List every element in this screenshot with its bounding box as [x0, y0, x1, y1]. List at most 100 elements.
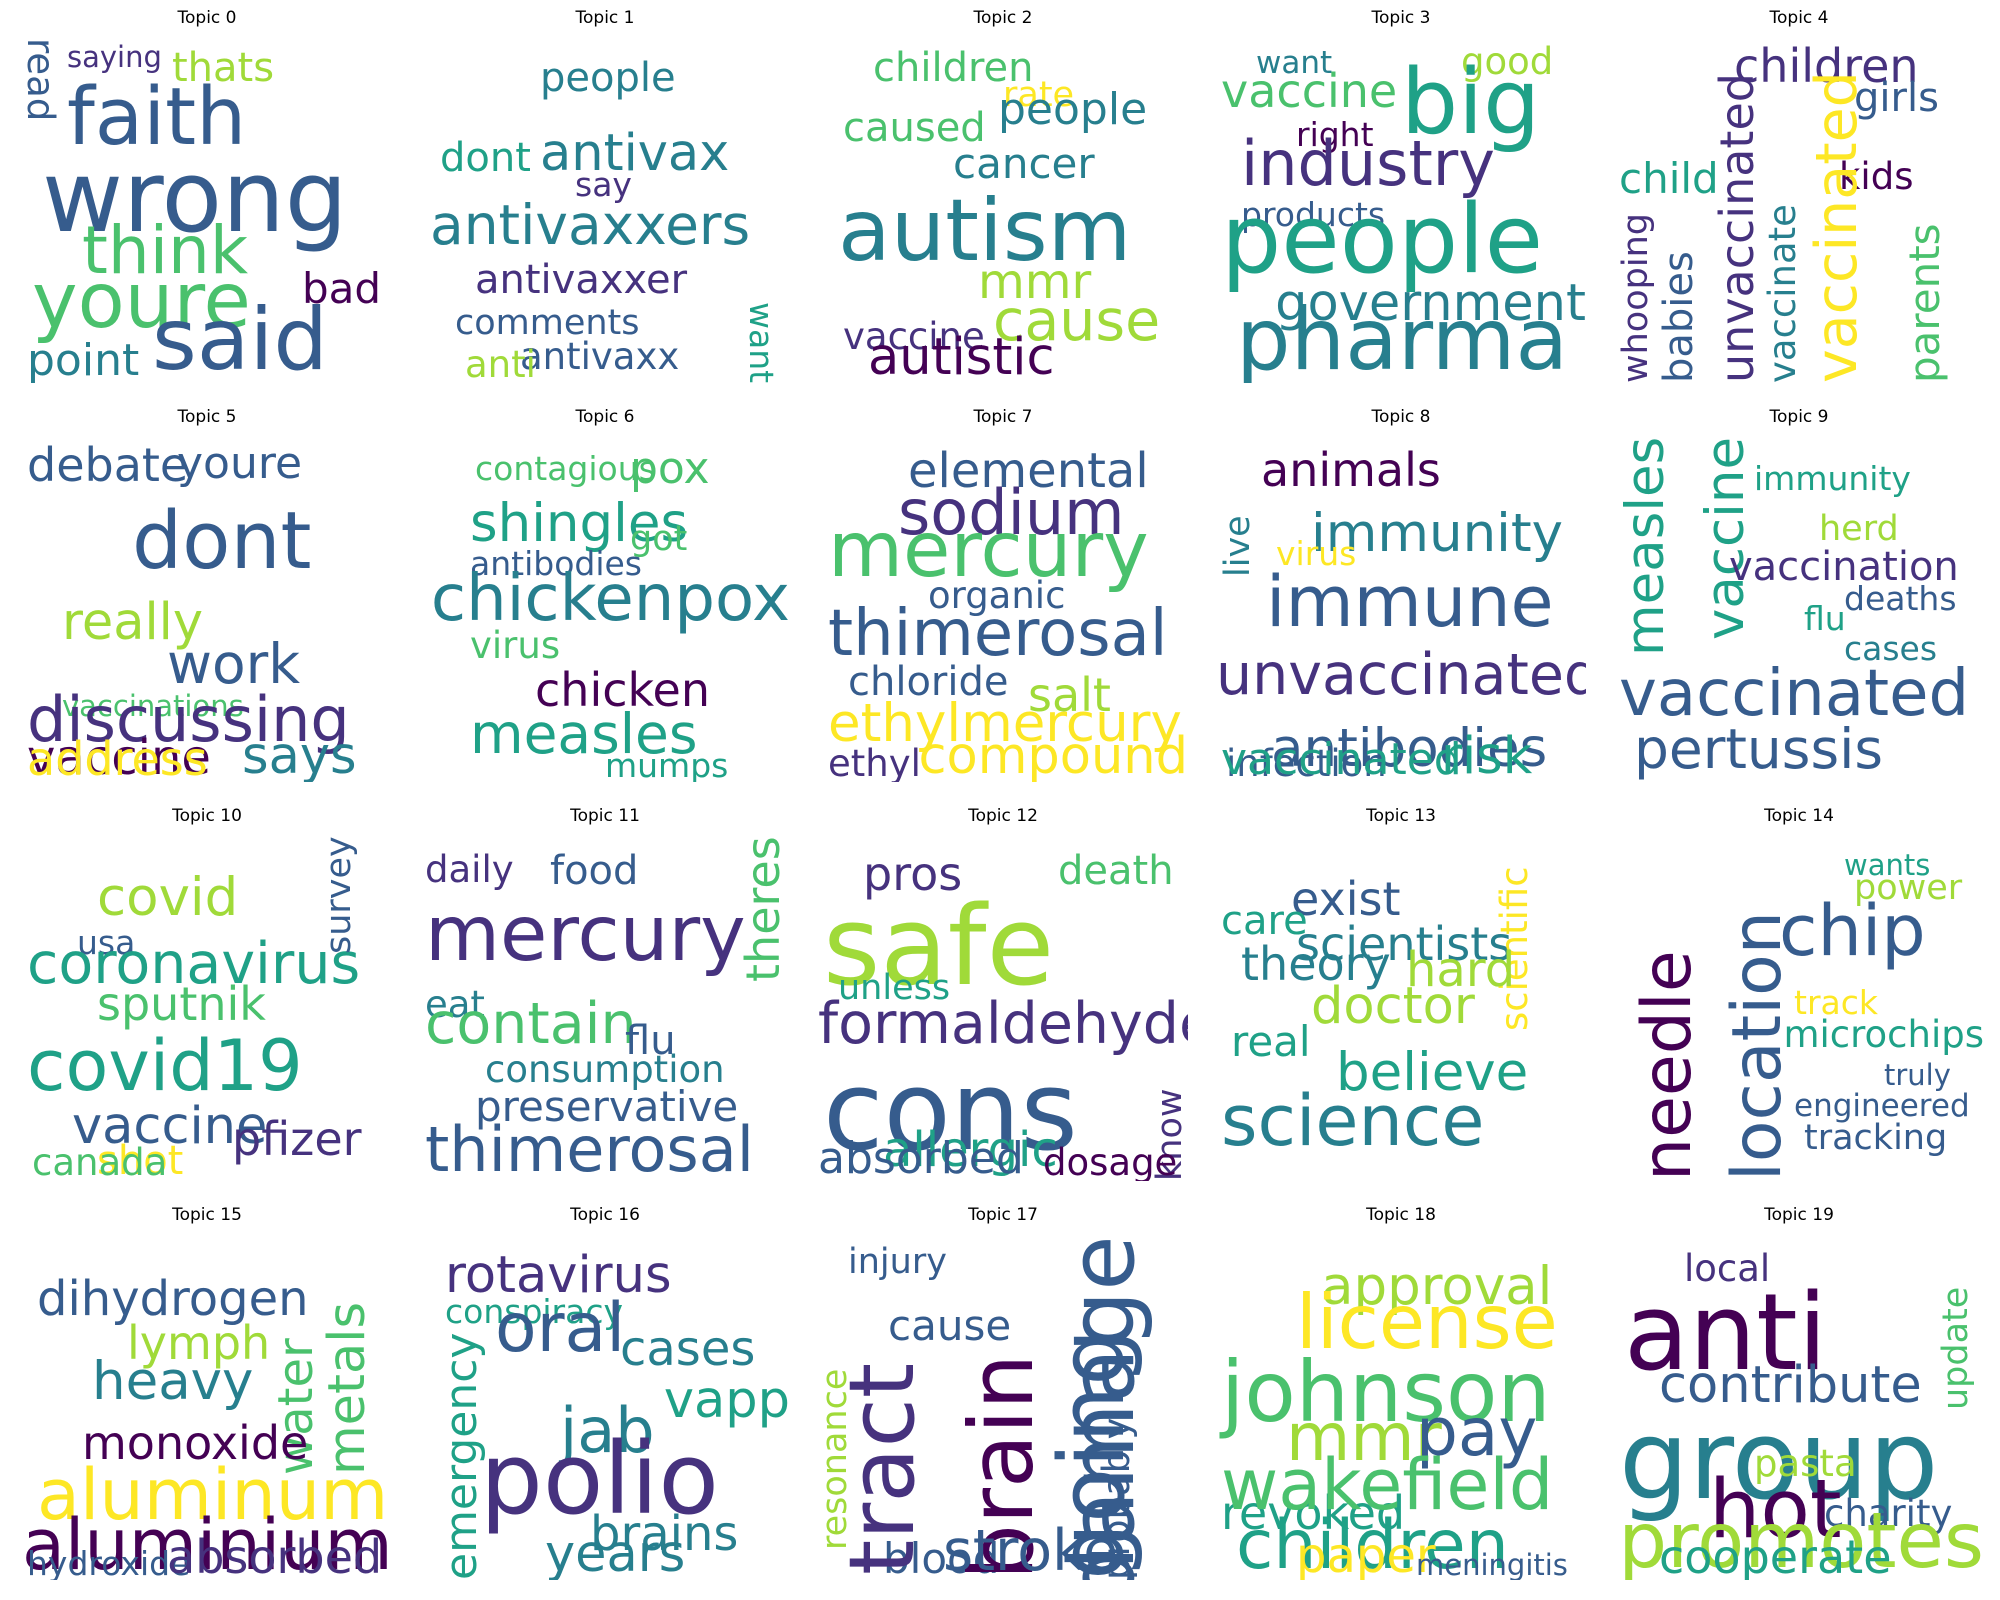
- topic-title: Topic 10: [172, 806, 242, 826]
- cloud-word: mercury: [425, 890, 746, 979]
- cloud-word: food: [550, 848, 639, 894]
- cloud-word: vaccine: [1221, 64, 1398, 118]
- topic-title: Topic 4: [1769, 8, 1829, 28]
- cloud-word: lymph: [127, 1316, 271, 1370]
- cloud-word: children: [1236, 1506, 1509, 1580]
- cloud-word: immunity: [1754, 459, 1911, 498]
- topic-title: Topic 6: [575, 407, 635, 427]
- cloud-word: death: [1058, 848, 1174, 894]
- cloud-word: anti: [465, 343, 536, 383]
- cloud-word: debate: [27, 438, 189, 492]
- cloud-word: pertussis: [1634, 717, 1884, 781]
- cloud-word: consumption: [485, 1048, 725, 1091]
- cloud-word: daily: [425, 848, 514, 891]
- word-cloud: daily food mercury eat theres contain flu consu…: [420, 836, 790, 1181]
- cloud-word: jab: [560, 1394, 655, 1467]
- cloud-word: good: [1461, 40, 1554, 83]
- cloud-word: faith: [67, 71, 247, 163]
- cloud-word: herd: [1819, 509, 1899, 549]
- cloud-word: immunity: [1311, 503, 1564, 564]
- cloud-word: aluminum: [37, 1454, 389, 1536]
- cloud-word: pros: [863, 847, 963, 901]
- topic-title: Topic 7: [973, 407, 1033, 427]
- cloud-word: big: [1401, 50, 1541, 155]
- cloud-word: covid19: [27, 1025, 303, 1107]
- topic-title: Topic 1: [575, 8, 635, 28]
- topic-title: Topic 12: [968, 806, 1038, 826]
- word-cloud: want good vaccine big right industry products p…: [1216, 38, 1586, 383]
- cloud-word: hard: [1406, 942, 1516, 998]
- cloud-word: cases: [620, 1321, 756, 1377]
- cloud-word: flu: [625, 1018, 676, 1064]
- topic-panel: Topic 6 contagious pox shingles got antibodie…: [420, 407, 790, 787]
- cloud-word: cause: [993, 288, 1161, 354]
- cloud-word: track: [1794, 983, 1878, 1022]
- cloud-word: license: [1296, 1278, 1558, 1366]
- cloud-word: discussing: [27, 683, 350, 756]
- cloud-word: science: [1221, 1080, 1485, 1162]
- cloud-word: usa: [77, 923, 136, 962]
- cloud-word: rate: [1003, 75, 1075, 115]
- cloud-word: children: [1734, 39, 1919, 93]
- cloud-word: bad: [302, 264, 382, 313]
- cloud-word: dont: [132, 495, 312, 587]
- word-cloud: exist care scientists scientific theory hard d…: [1216, 836, 1586, 1181]
- cloud-word: child: [1619, 154, 1719, 203]
- cloud-word: antibodies: [470, 544, 642, 583]
- cloud-word: doctor: [1311, 977, 1475, 1036]
- cloud-word: theory: [1241, 937, 1391, 991]
- cloud-word: believe: [1336, 1042, 1529, 1103]
- word-cloud: local anti update contribute group pasta hot ch…: [1614, 1235, 1984, 1580]
- cloud-word: absorbed: [818, 1133, 1024, 1181]
- cloud-word: people: [1221, 185, 1544, 295]
- cloud-word: unvaccinated: [1216, 642, 1586, 708]
- cloud-word: shingles: [470, 493, 689, 554]
- cloud-word: ethyl: [828, 742, 921, 782]
- cloud-word: approval: [1321, 1256, 1553, 1317]
- cloud-word: elemental: [908, 443, 1149, 499]
- cloud-word: canada: [32, 1141, 168, 1181]
- cloud-word: coronavirus: [27, 931, 361, 997]
- cloud-word: pasta: [1754, 1442, 1857, 1485]
- cloud-word: tracking: [1804, 1118, 1948, 1158]
- cloud-word: dont: [440, 135, 531, 181]
- cloud-word: polio: [480, 1422, 719, 1537]
- cloud-word: cooperate: [1659, 1530, 1892, 1580]
- cloud-word: vaccine: [843, 315, 985, 358]
- topic-title: Topic 9: [1769, 407, 1829, 427]
- topic-panel: Topic 2 children rate caused people cancer aut…: [818, 8, 1188, 388]
- cloud-word: exist: [1291, 872, 1401, 926]
- cloud-word: hydroxide: [27, 1544, 191, 1580]
- cloud-word: unvaccinated: [1710, 73, 1764, 383]
- topic-title: Topic 16: [570, 1205, 640, 1225]
- topic-panel: Topic 13 exist care scientists scientific the…: [1216, 806, 1586, 1186]
- topic-title: Topic 3: [1371, 8, 1431, 28]
- cloud-word: engineered: [1794, 1088, 1970, 1124]
- topic-panel: Topic 18 approval license johnson mmr pay revo…: [1216, 1205, 1586, 1585]
- cloud-word: virus: [470, 624, 561, 667]
- cloud-word: youre: [32, 257, 251, 346]
- cloud-word: thimerosal: [425, 1113, 754, 1181]
- cloud-word: live: [1218, 515, 1258, 577]
- topic-panel: Topic 15 dihydrogen lymph water metals heavy m…: [22, 1205, 392, 1585]
- cloud-word: johnson: [1221, 1343, 1551, 1441]
- cloud-word: measles: [1615, 437, 1676, 657]
- cloud-word: microchips: [1783, 1013, 1984, 1056]
- cloud-word: pox: [630, 443, 710, 494]
- cloud-word: shot: [97, 1138, 184, 1181]
- cloud-word: resonance: [818, 1368, 855, 1550]
- cloud-word: virus: [1276, 534, 1357, 573]
- topic-title: Topic 2: [973, 8, 1033, 28]
- word-cloud: wants power chip needle location track microch…: [1614, 836, 1984, 1182]
- cloud-word: cons: [823, 1047, 1078, 1175]
- cloud-word: mercury: [828, 506, 1149, 595]
- cloud-word: vaccinate: [1761, 204, 1804, 383]
- cloud-word: unless: [838, 968, 951, 1008]
- cloud-word: industry: [1241, 127, 1495, 200]
- word-cloud: people dont antivax say antivaxxers antivaxxe…: [420, 38, 790, 383]
- cloud-word: mumps: [605, 746, 729, 782]
- topic-title: Topic 15: [172, 1205, 242, 1225]
- cloud-word: update: [1936, 1286, 1976, 1410]
- cloud-word: cause: [888, 1301, 1012, 1350]
